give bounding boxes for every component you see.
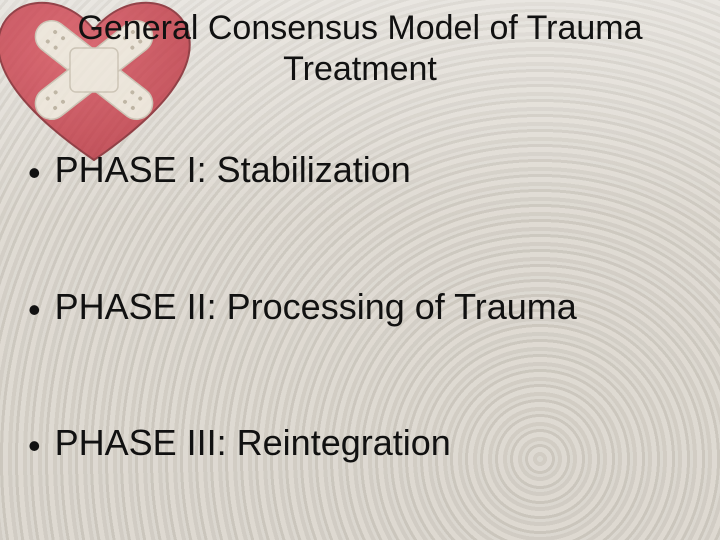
bullet-icon: • bbox=[28, 155, 41, 191]
bullet-icon: • bbox=[28, 292, 41, 328]
list-item: • PHASE II: Processing of Trauma bbox=[28, 280, 692, 334]
slide: General Consensus Model of Trauma Treatm… bbox=[0, 0, 720, 540]
list-item: • PHASE I: Stabilization bbox=[28, 143, 692, 197]
list-item-label: PHASE III: Reintegration bbox=[55, 422, 692, 464]
bullet-list: • PHASE I: Stabilization • PHASE II: Pro… bbox=[18, 100, 702, 516]
page-title: General Consensus Model of Trauma Treatm… bbox=[18, 8, 702, 100]
list-item-label: PHASE I: Stabilization bbox=[55, 149, 692, 191]
bullet-icon: • bbox=[28, 428, 41, 464]
list-item-label: PHASE II: Processing of Trauma bbox=[55, 286, 692, 328]
list-item: • PHASE III: Reintegration bbox=[28, 416, 692, 470]
